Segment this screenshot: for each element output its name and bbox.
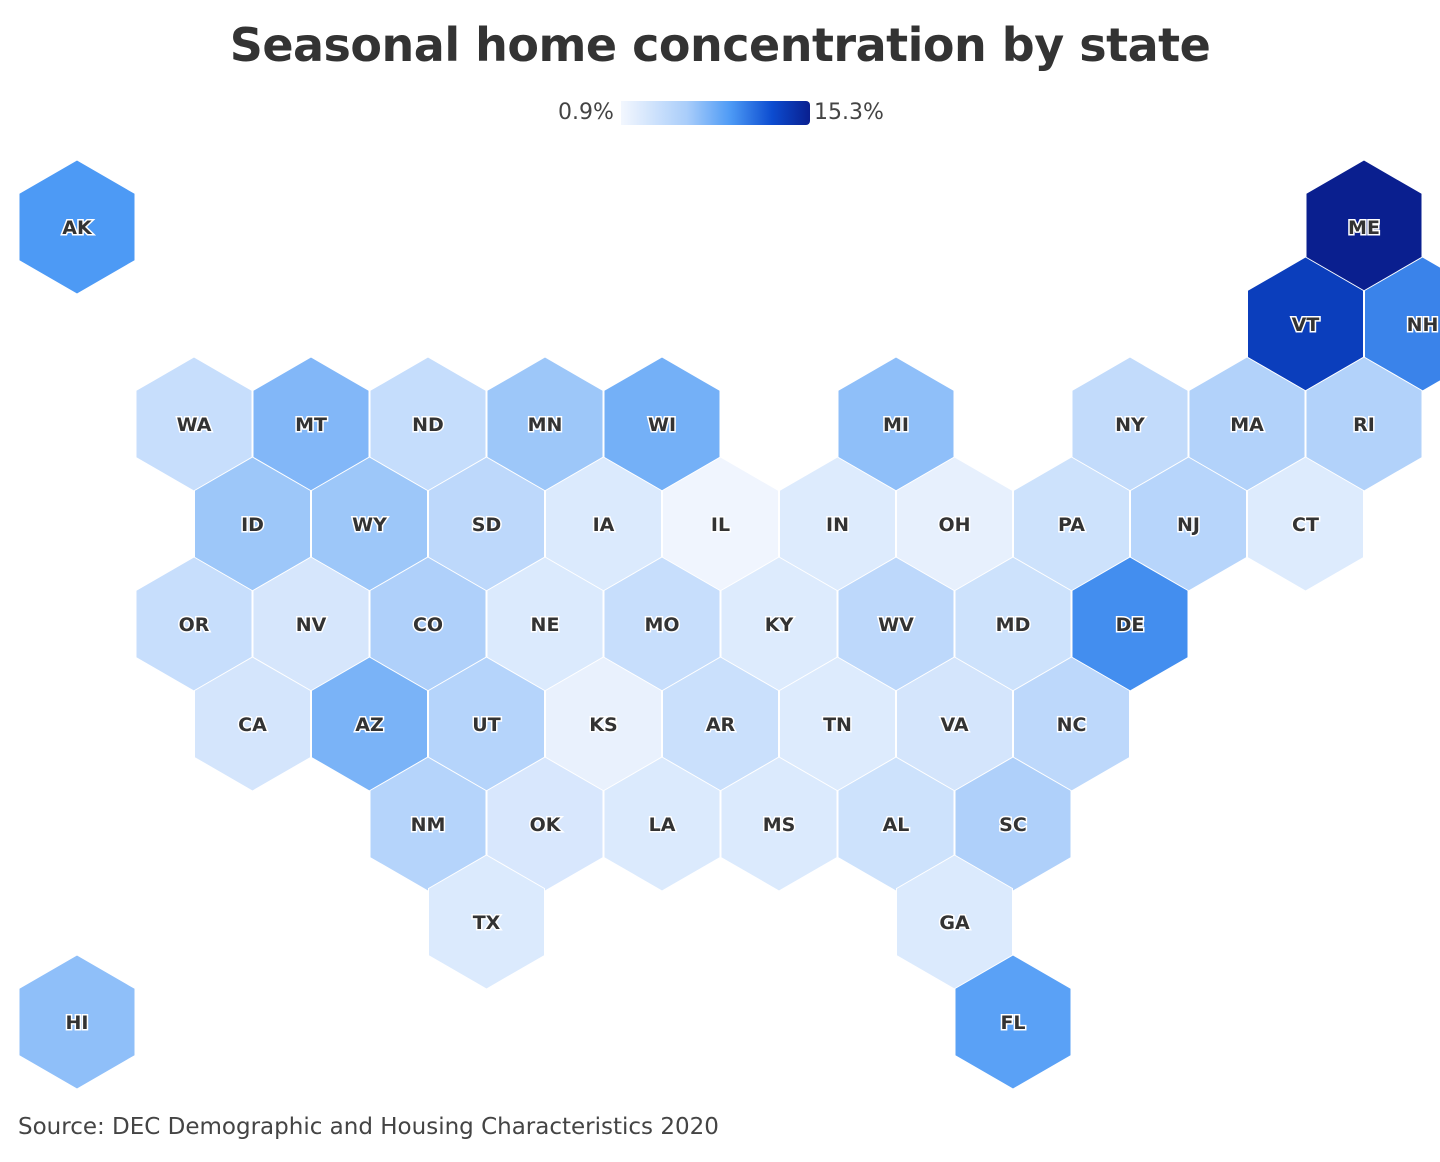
state-label: NH	[1407, 314, 1439, 336]
state-label: MT	[295, 414, 327, 436]
state-label: MS	[763, 814, 796, 836]
state-hex-me: ME	[1305, 159, 1423, 295]
state-label: PA	[1058, 514, 1085, 536]
state-hex-fl: FL	[954, 954, 1072, 1090]
state-hex-ny: NY	[1071, 356, 1189, 492]
state-label: LA	[649, 814, 676, 836]
state-hex-vt: VT	[1247, 256, 1364, 392]
state-label: AL	[883, 814, 910, 836]
state-hex-ma: MA	[1188, 356, 1306, 492]
state-hex-sc: SC	[954, 756, 1072, 892]
state-label: SC	[999, 814, 1027, 836]
state-label: IA	[593, 514, 615, 536]
state-hex-ms: MS	[720, 756, 838, 892]
hex-cell	[720, 756, 838, 892]
state-label: MN	[528, 414, 563, 436]
state-label: UT	[472, 714, 500, 736]
legend-max-label: 15.3%	[814, 100, 884, 125]
hex-cell	[194, 656, 311, 792]
state-label: NM	[411, 814, 446, 836]
state-label: WI	[648, 414, 676, 436]
state-hex-nv: NV	[252, 556, 370, 692]
state-label: IL	[711, 514, 730, 536]
state-label: CA	[238, 714, 267, 736]
hex-cell	[428, 854, 545, 990]
hex-cell	[18, 954, 136, 1090]
state-label: CO	[413, 614, 443, 636]
state-hex-va: VA	[896, 656, 1013, 792]
state-label: GA	[939, 912, 970, 934]
state-hex-ak: AK	[18, 159, 136, 295]
state-label: AR	[706, 714, 736, 736]
chart-title: Seasonal home concentration by state	[229, 18, 1211, 72]
state-hex-wa: WA	[135, 356, 253, 492]
state-label: DE	[1116, 614, 1145, 636]
state-label: ID	[241, 514, 264, 536]
state-hex-ok: OK	[486, 756, 604, 892]
state-hex-hi: HI	[18, 954, 136, 1090]
state-label: OH	[938, 514, 970, 536]
state-hex-nc: NC	[1013, 656, 1130, 792]
hex-cell	[954, 954, 1072, 1090]
state-label: WA	[177, 414, 212, 436]
hex-cell	[603, 756, 721, 892]
legend-min-label: 0.9%	[558, 100, 614, 125]
state-label: WY	[352, 514, 387, 536]
state-hex-ks: KS	[545, 656, 662, 792]
state-hex-tx: TX	[428, 854, 545, 990]
state-hex-mi: MI	[837, 356, 955, 492]
state-hex-ct: CT	[1247, 456, 1364, 592]
state-hex-ar: AR	[662, 656, 779, 792]
state-hex-ne: NE	[486, 556, 604, 692]
legend-color-bar	[621, 101, 810, 125]
source-note: Source: DEC Demographic and Housing Char…	[18, 1114, 719, 1140]
state-hex-nh: NH	[1364, 256, 1440, 392]
state-label: VT	[1292, 314, 1320, 336]
state-label: ME	[1348, 217, 1380, 239]
state-hex-nd: ND	[369, 356, 487, 492]
state-hex-mt: MT	[252, 356, 370, 492]
state-label: MA	[1230, 414, 1264, 436]
state-label: NV	[296, 614, 327, 636]
state-label: OR	[179, 614, 210, 636]
state-label: MI	[883, 414, 909, 436]
state-hex-in: IN	[779, 456, 896, 592]
state-hex-tn: TN	[779, 656, 896, 792]
state-label: TX	[473, 912, 501, 934]
state-label: SD	[472, 514, 501, 536]
state-hex-co: CO	[369, 556, 487, 692]
state-label: NY	[1115, 414, 1145, 436]
state-label: WV	[878, 614, 914, 636]
state-label: NC	[1057, 714, 1087, 736]
state-label: ND	[412, 414, 444, 436]
state-label: FL	[1000, 1012, 1025, 1034]
hex-cell	[1247, 456, 1364, 592]
state-label: CT	[1292, 514, 1319, 536]
state-hex-nj: NJ	[1130, 456, 1247, 592]
state-hex-ca: CA	[194, 656, 311, 792]
state-label: KY	[765, 614, 794, 636]
state-hex-md: MD	[954, 556, 1072, 692]
state-hex-az: AZ	[311, 656, 428, 792]
hex-cell	[18, 159, 136, 295]
state-label: VA	[940, 714, 968, 736]
state-label: AK	[62, 217, 93, 239]
state-hex-wi: WI	[603, 356, 721, 492]
state-hex-mn: MN	[486, 356, 604, 492]
state-label: NE	[531, 614, 560, 636]
state-label: TN	[823, 714, 852, 736]
state-label: AZ	[355, 714, 383, 736]
state-hex-nm: NM	[369, 756, 487, 892]
state-label: MD	[996, 614, 1031, 636]
state-label: MO	[644, 614, 679, 636]
state-hex-la: LA	[603, 756, 721, 892]
state-label: IN	[826, 514, 849, 536]
state-label: RI	[1353, 414, 1375, 436]
state-label: KS	[589, 714, 617, 736]
state-hex-ri: RI	[1305, 356, 1423, 492]
state-label: HI	[66, 1012, 89, 1034]
state-label: NJ	[1177, 514, 1200, 536]
state-label: OK	[530, 814, 562, 836]
